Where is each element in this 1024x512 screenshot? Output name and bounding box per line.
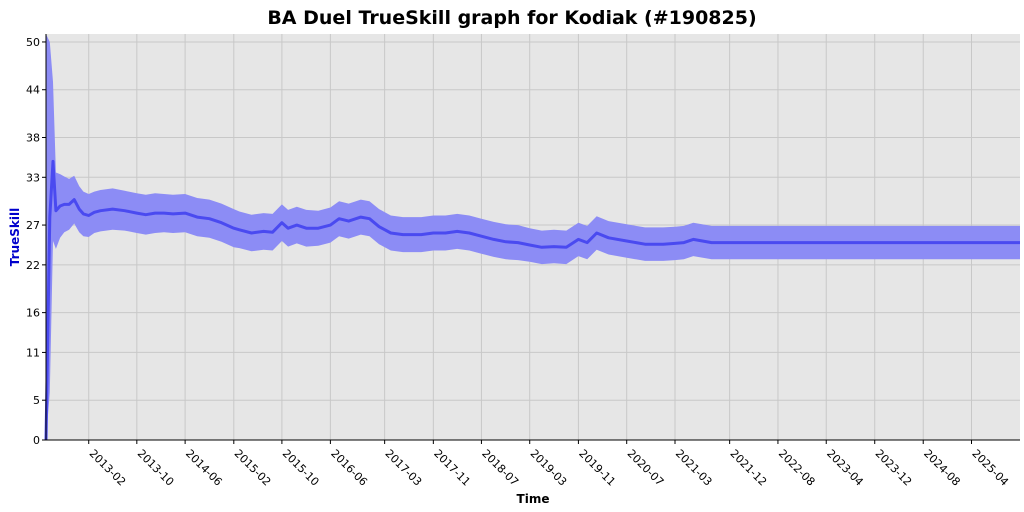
x-tick-labels: 2013-02 2013-10 2014-06 2015-02 2015-10 2016-…	[87, 447, 1011, 489]
chart-title: BA Duel TrueSkill graph for Kodiak (#190…	[267, 7, 756, 29]
x-tick-label: 2025-04	[969, 447, 1011, 489]
y-tick-label: 5	[33, 394, 40, 407]
trueskill-line-layer	[44, 159, 1020, 441]
y-axis-label: TrueSkill	[8, 208, 22, 266]
y-tick-label: 11	[26, 346, 40, 359]
y-tick-label: 16	[26, 307, 40, 320]
y-tick-label: 38	[26, 131, 40, 144]
x-tick-label: 2013-10	[135, 447, 177, 489]
uncertainty-band-layer	[46, 34, 1020, 440]
x-tick-label: 2024-08	[921, 447, 963, 489]
y-tick-label: 50	[26, 36, 40, 49]
x-tick-label: 2023-12	[873, 447, 915, 489]
y-tick-label: 27	[26, 219, 40, 232]
y-tick-label: 44	[26, 84, 40, 97]
x-tick-label: 2021-03	[673, 447, 715, 489]
x-tick-label: 2017-03	[383, 447, 425, 489]
y-tick-labels: 0 5 11 16 22 27 33 38 44 50	[26, 36, 40, 447]
x-tick-label: 2013-02	[87, 447, 129, 489]
x-tick-label: 2019-11	[576, 447, 618, 489]
x-tick-label: 2019-03	[528, 447, 570, 489]
x-tick-label: 2017-11	[431, 447, 473, 489]
x-tick-label: 2021-12	[728, 447, 770, 489]
x-tick-label: 2018-07	[479, 447, 521, 489]
uncertainty-band	[46, 34, 1020, 440]
x-tick-label: 2023-04	[824, 447, 866, 489]
x-tick-label: 2020-07	[625, 447, 667, 489]
x-tick-label: 2022-08	[776, 447, 818, 489]
y-tick-label: 22	[26, 259, 40, 272]
axes	[42, 34, 1020, 444]
x-tick-label: 2015-10	[280, 447, 322, 489]
x-axis-label: Time	[517, 492, 550, 506]
y-tick-label: 0	[33, 434, 40, 447]
y-tick-label: 33	[26, 171, 40, 184]
x-tick-label: 2015-02	[232, 447, 274, 489]
x-tick-label: 2014-06	[183, 447, 225, 489]
x-tick-label: 2016-06	[328, 447, 370, 489]
trueskill-line	[44, 159, 1020, 441]
